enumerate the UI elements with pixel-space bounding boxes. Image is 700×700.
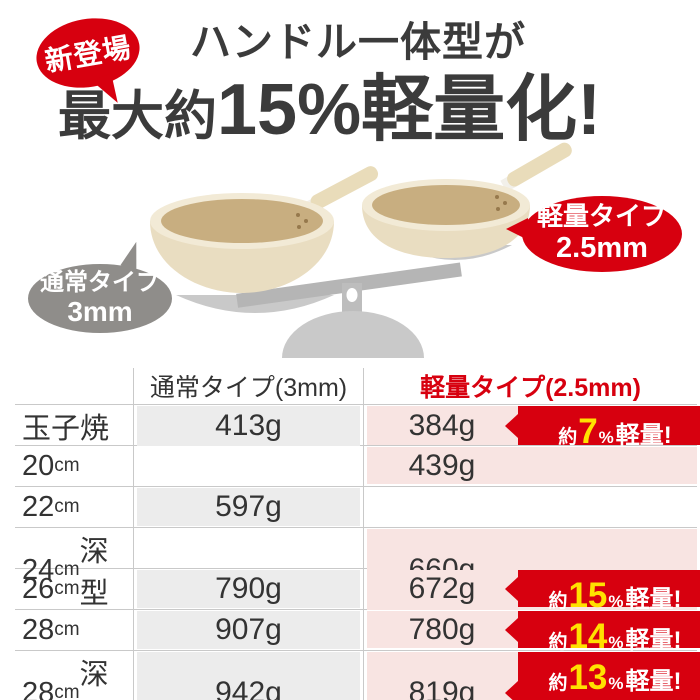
normal-weight: 597g xyxy=(133,487,363,527)
light-type-bubble: 軽量タイプ 2.5mm xyxy=(522,196,682,272)
row-label: 28cm深型 xyxy=(22,659,109,700)
light-weight: 780g xyxy=(408,612,476,646)
light-weight-cell xyxy=(363,487,697,527)
light-type-label: 軽量タイプ xyxy=(536,201,667,232)
light-pan xyxy=(362,142,572,258)
scale-pivot-hole xyxy=(346,288,358,302)
light-pan-handle xyxy=(507,142,572,187)
table-row: 22 cm 597g xyxy=(15,486,697,527)
table-row: 26 cm 790g 672g 約 15 % 軽量! xyxy=(15,568,700,615)
normal-type-thickness: 3mm xyxy=(67,296,133,328)
row-label: 26 cm xyxy=(22,572,80,605)
light-weight-cell: 672g 約 15 % 軽量! xyxy=(363,569,700,615)
header-empty-cell xyxy=(15,368,133,404)
row-label: 24 cm 深型 xyxy=(22,536,109,610)
weight-reduction-badge: 約 15 % 軽量! xyxy=(505,570,700,615)
headline-title-prefix: 最大約 xyxy=(58,87,217,146)
normal-weight: 413g xyxy=(133,405,363,447)
row-label: 20 cm xyxy=(22,449,80,482)
normal-weight: 942g xyxy=(133,651,363,700)
normal-weight: 790g xyxy=(133,569,363,609)
headline-title: 最大約15%軽量化! xyxy=(58,70,602,150)
light-weight-cell: 384g 約 7 % 軽量! xyxy=(363,405,700,451)
header-light-type: 軽量タイプ(2.5mm) xyxy=(363,368,697,404)
light-weight-cell: 780g 約 14 % 軽量! xyxy=(363,610,700,656)
weight-reduction-badge: 約 14 % 軽量! xyxy=(505,611,700,656)
weight-reduction-badge: 約 7 % 軽量! xyxy=(505,406,700,451)
headline-subtitle: ハンドル一体型が xyxy=(190,19,526,65)
light-type-thickness: 2.5mm xyxy=(556,232,648,265)
normal-pan-handle xyxy=(310,166,379,210)
light-weight: 384g xyxy=(408,408,476,442)
table-row: 28 cm 907g 780g 約 14 % 軽量! xyxy=(15,609,700,656)
table-header-row: 通常タイプ(3mm) 軽量タイプ(2.5mm) xyxy=(15,368,697,404)
table-row: 20 cm 439g xyxy=(15,445,697,486)
normal-type-label: 通常タイプ xyxy=(40,268,160,296)
table-row: 28cm深型 942g 819g 約 13 % 軽量! xyxy=(15,650,700,700)
normal-pan xyxy=(150,166,379,293)
light-weight-cell: 439g xyxy=(363,446,697,486)
weight-reduction-badge: 約 13 % 軽量! xyxy=(505,652,700,700)
light-weight-cell: 819g 約 13 % 軽量! xyxy=(363,651,700,700)
weight-comparison-table: 通常タイプ(3mm) 軽量タイプ(2.5mm) 玉子焼 413g 384g 約 … xyxy=(15,368,700,700)
table-row: 玉子焼 413g 384g 約 7 % 軽量! xyxy=(15,404,700,451)
row-label: 28 cm xyxy=(22,613,80,646)
normal-weight: 907g xyxy=(133,610,363,650)
balance-scale-illustration xyxy=(150,142,572,358)
scale-base xyxy=(282,311,424,358)
normal-type-bubble: 通常タイプ 3mm xyxy=(28,264,172,333)
row-label: 玉子焼 xyxy=(22,413,110,445)
normal-weight xyxy=(133,446,363,486)
header-normal-type: 通常タイプ(3mm) xyxy=(133,368,363,404)
headline-title-main: 15%軽量化! xyxy=(217,70,602,150)
light-weight: 439g xyxy=(408,448,476,482)
light-weight: 819g xyxy=(408,675,476,700)
row-label: 22 cm xyxy=(22,490,80,523)
light-weight: 672g xyxy=(408,571,476,605)
